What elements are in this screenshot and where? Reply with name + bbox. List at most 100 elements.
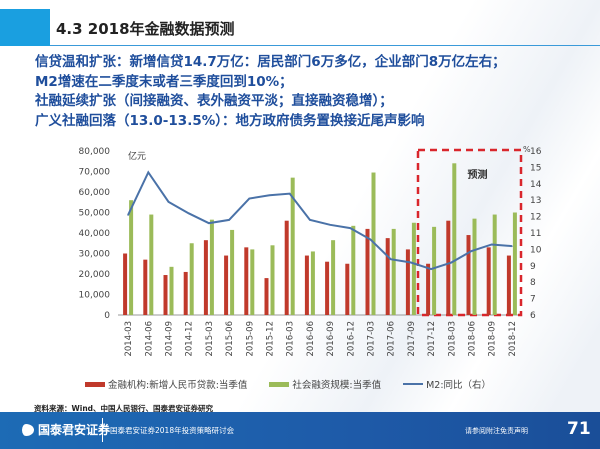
bar-tsf <box>331 240 336 315</box>
legend-item-tsf: 社会融资规模:当季值 <box>269 377 381 391</box>
point-m2 <box>369 238 372 241</box>
legend-label: 社会融资规模:当季值 <box>292 380 382 391</box>
line-m2 <box>127 170 512 271</box>
bar-tsf <box>149 214 154 315</box>
bar-tsf <box>209 219 214 315</box>
conference-name: 国泰君安证券2018年投资策略研讨会 <box>110 426 235 435</box>
legend-item-loans: 金融机构:新增人民币贷款:当季值 <box>85 377 247 391</box>
bar-loans <box>123 253 128 315</box>
point-m2 <box>511 245 513 247</box>
x-tick-label: 2017-06 <box>387 321 397 357</box>
y2-tick-label: 7 <box>530 295 536 305</box>
bar-tsf <box>411 222 416 315</box>
x-tick-label: 2016-06 <box>306 321 316 357</box>
y2-tick-label: 12 <box>530 213 541 223</box>
x-tick-label: 2015-06 <box>225 321 235 357</box>
footer-divider <box>102 418 103 442</box>
header-divider <box>50 45 600 46</box>
point-m2 <box>228 219 230 221</box>
bullet-item: M2增速在二季度末或者三季度回到10%； <box>35 73 293 90</box>
legend-label: 金融机构:新增人民币贷款:当季值 <box>108 380 248 391</box>
x-tick-label: 2014-03 <box>124 321 134 357</box>
x-tick-label: 2015-12 <box>266 321 276 357</box>
y-tick-label: 80,000 <box>79 147 111 157</box>
x-tick-label: 2016-12 <box>346 321 356 357</box>
bar-tsf <box>310 251 315 315</box>
x-tick-label: 2015-03 <box>205 321 215 357</box>
y-tick-label: 20,000 <box>79 270 111 280</box>
bullet-item: 广义社融回落（13.0-13.5%）：地方政府债务置换接近尾声影响 <box>35 112 425 129</box>
x-tick-label: 2018-09 <box>488 321 498 357</box>
bar-tsf <box>129 200 134 315</box>
x-tick-label: 2014-09 <box>165 321 175 357</box>
bar-tsf <box>432 226 437 315</box>
y-tick-label: 40,000 <box>79 229 111 239</box>
point-m2 <box>430 268 432 270</box>
y2-tick-label: 16 <box>530 147 542 157</box>
bar-loans <box>446 220 451 315</box>
y-tick-label: 30,000 <box>79 250 111 260</box>
bar-tsf <box>189 243 194 315</box>
point-m2 <box>349 227 352 229</box>
bar-loans <box>365 228 370 315</box>
bar-loans <box>143 259 148 315</box>
y2-tick-label: 6 <box>530 311 536 321</box>
y-tick-label: 70,000 <box>79 168 111 178</box>
bar-tsf <box>250 249 255 315</box>
point-m2 <box>127 214 129 216</box>
x-tick-label: 2018-12 <box>508 321 518 357</box>
x-tick-label: 2016-03 <box>286 321 296 357</box>
header-accent <box>0 9 50 46</box>
x-tick-label: 2017-03 <box>367 321 377 357</box>
bar-tsf <box>169 266 174 315</box>
disclaimer-link[interactable]: 请参阅附注免责声明 <box>465 427 528 435</box>
x-tick-label: 2016-09 <box>326 321 336 357</box>
legend-item-m2: M2:同比（右） <box>403 377 491 391</box>
bar-loans <box>163 275 168 315</box>
point-m2 <box>329 224 331 226</box>
y-tick-label: 0 <box>104 311 110 321</box>
point-m2 <box>167 201 170 203</box>
bar-tsf <box>492 214 497 315</box>
bar-tsf <box>270 245 275 315</box>
page-title: 4.3 2018年金融数据预测 <box>56 20 235 38</box>
x-tick-label: 2014-06 <box>144 321 154 357</box>
point-m2 <box>490 243 493 246</box>
legend-label: M2:同比（右） <box>426 380 492 391</box>
x-tick-label: 2018-06 <box>468 321 478 357</box>
bar-tsf <box>230 229 235 315</box>
point-m2 <box>147 171 150 174</box>
x-tick-label: 2014-12 <box>185 321 195 357</box>
bar-loans <box>426 263 431 315</box>
point-m2 <box>389 258 392 261</box>
chart: 0 10,000 20,000 30,000 40,000 50,000 60,000 70,… <box>79 145 542 357</box>
bar-loans <box>244 247 249 315</box>
logo-icon <box>18 423 34 436</box>
y2-tick-label: 11 <box>530 229 541 239</box>
bar-loans <box>224 255 229 315</box>
bar-loans <box>203 240 208 315</box>
point-m2 <box>288 192 291 195</box>
bar-tsf <box>452 163 457 315</box>
y2-axis-unit: % <box>523 145 531 154</box>
bar-loans <box>405 249 410 315</box>
forecast-label: 预测 <box>467 168 487 181</box>
y2-tick-label: 15 <box>530 163 541 173</box>
bar-tsf <box>290 177 295 315</box>
source-note: 资料来源：Wind、中国人民银行、国泰君安证券研究 <box>34 404 214 413</box>
x-tick-label: 2018-03 <box>447 321 457 357</box>
x-tick-label: 2015-09 <box>245 321 255 357</box>
bar-loans <box>284 220 289 315</box>
point-m2 <box>248 197 251 200</box>
point-m2 <box>410 261 412 264</box>
point-m2 <box>309 219 311 221</box>
company-logo: 国泰君安证券 <box>18 421 110 438</box>
x-tick-label: 2017-12 <box>427 321 437 357</box>
page-number: 71 <box>567 419 591 439</box>
bar-loans <box>325 261 330 315</box>
legend: 金融机构:新增人民币贷款:当季值 社会融资规模:当季值 M2:同比（右） <box>85 377 491 391</box>
y2-tick-label: 10 <box>530 245 542 255</box>
y-tick-label: 60,000 <box>79 188 111 198</box>
bar-tsf <box>351 225 356 315</box>
